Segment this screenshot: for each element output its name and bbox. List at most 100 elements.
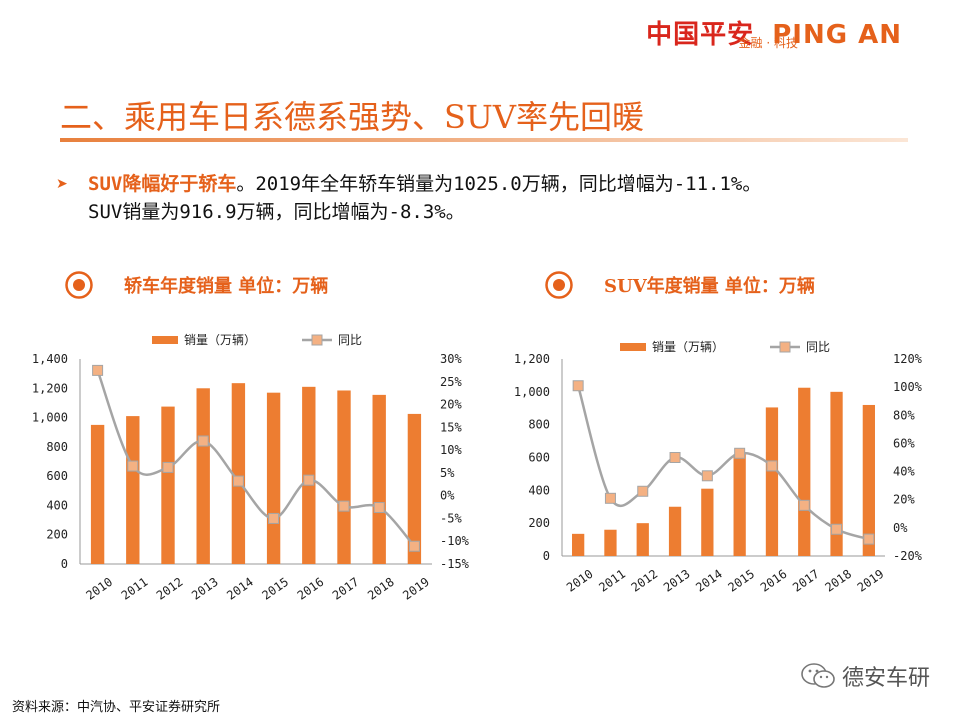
x-tick-label: 2012 [629, 567, 661, 595]
bar-2018 [830, 391, 843, 556]
section-title-suv: SUV年度销量 单位：万辆 [604, 276, 815, 297]
y-tick-label-right: 30% [440, 352, 462, 366]
bar-2013 [668, 506, 682, 556]
y-tick-label-left: 400 [46, 498, 68, 512]
bar-2011 [604, 529, 617, 556]
x-tick-label: 2018 [822, 567, 854, 595]
x-tick-label: 2011 [119, 575, 151, 603]
y-tick-label-left: 0 [543, 549, 550, 563]
summary-highlight: SUV降幅好于轿车 [88, 173, 237, 195]
target-icon [65, 271, 93, 299]
yoy-point-2019 [863, 533, 875, 545]
x-tick-label: 2012 [154, 575, 186, 603]
logo-brand-cn: 中国平安 [646, 20, 755, 50]
bar-2015 [733, 454, 746, 556]
x-tick-label: 2013 [189, 575, 221, 603]
y-tick-label-right: 120% [893, 352, 923, 366]
legend-bar-label: 销量（万辆） [184, 333, 256, 347]
y-tick-label-right: 20% [440, 398, 462, 412]
x-tick-label: 2015 [726, 567, 758, 595]
x-tick-label: 2019 [400, 575, 432, 603]
y-tick-label-left: 400 [528, 483, 550, 497]
x-tick-label: 2010 [564, 567, 596, 595]
bar-2011 [126, 416, 140, 564]
legend-line-label: 同比 [806, 340, 830, 354]
yoy-point-2010 [572, 380, 584, 392]
yoy-point-2013 [669, 452, 681, 463]
legend-line-marker [311, 334, 323, 346]
yoy-point-2013 [197, 435, 209, 447]
y-tick-label-left: 0 [61, 557, 68, 571]
chart-legend: 销量（万辆） 同比 [620, 340, 830, 354]
y-tick-label-left: 600 [46, 469, 68, 483]
yoy-point-2015 [268, 512, 280, 524]
bar-2014 [231, 383, 246, 564]
bar-2014 [701, 488, 714, 556]
y-tick-label-right: 100% [893, 380, 923, 394]
y-tick-label-left: 1,400 [32, 352, 68, 366]
yoy-point-2017 [798, 499, 810, 511]
section-header-sedan: 轿车年度销量 单位：万辆 [64, 270, 328, 300]
y-tick-label-right: 0% [440, 489, 455, 503]
bar-2010 [90, 424, 105, 564]
summary-line2: SUV销量为916.9万辆，同比增幅为-8.3%。 [88, 201, 465, 223]
pingan-logo: 中国平安 PING AN [646, 14, 902, 51]
chart-legend: 销量（万辆） 同比 [152, 333, 362, 347]
y-tick-label-left: 1,200 [514, 352, 550, 366]
legend-bar-swatch [620, 343, 646, 351]
y-tick-label-left: 1,000 [514, 385, 550, 399]
bar-2017 [798, 387, 811, 556]
yoy-point-2019 [408, 540, 420, 552]
y-tick-label-right: 80% [893, 408, 915, 422]
yoy-point-2017 [338, 500, 350, 512]
section-header-suv: SUV年度销量 单位：万辆 [544, 270, 815, 300]
x-tick-label: 2014 [224, 575, 256, 603]
suv-sales-chart: 0 200 400 600 800 1,000 1,200 -20% 0% 20% 40% 60% 80… [514, 340, 923, 595]
y-tick-label-left: 1,200 [32, 381, 68, 395]
x-tick-label: 2011 [596, 567, 628, 595]
bar-2019 [862, 404, 875, 556]
legend-line-marker [779, 341, 791, 353]
yoy-line [576, 385, 870, 541]
legend-bar-swatch [152, 336, 178, 344]
bar-2010 [572, 533, 585, 556]
x-tick-label: 2019 [855, 567, 887, 595]
watermark-text: 德安车研 [841, 666, 930, 691]
summary-bullet: ➤ SUV降幅好于轿车。2019年全年轿车销量为1025.0万辆，同比增幅为-1… [56, 170, 920, 226]
x-tick-label: 2013 [661, 567, 693, 595]
target-icon [545, 271, 573, 299]
sedan-sales-chart: 0 200 400 600 800 1,000 1,200 1,400 -15% -10% -5% 0… [32, 333, 470, 603]
y-tick-label-right: 5% [440, 466, 455, 480]
bar-2018 [372, 394, 386, 564]
x-tick-label: 2018 [365, 575, 397, 603]
yoy-point-2012 [162, 461, 174, 473]
y-tick-label-right: -5% [440, 511, 462, 525]
x-tick-label: 2016 [295, 575, 327, 603]
bar-2012 [161, 406, 175, 564]
yoy-point-2014 [701, 470, 713, 482]
y-tick-label-left: 600 [528, 451, 550, 465]
x-tick-label: 2014 [693, 567, 725, 595]
yoy-point-2012 [637, 485, 649, 497]
yoy-point-2011 [127, 460, 139, 472]
y-tick-label-right: -15% [440, 557, 470, 571]
legend-bar-label: 销量（万辆） [652, 340, 724, 354]
y-tick-label-left: 800 [46, 440, 68, 454]
section-title-sedan: 轿车年度销量 单位：万辆 [124, 276, 329, 297]
y-tick-label-right: 0% [893, 521, 908, 535]
logo-brand-en: PING AN [772, 20, 902, 50]
y-tick-label-right: -10% [440, 534, 470, 548]
yoy-point-2018 [831, 523, 843, 535]
bar-2015 [266, 392, 281, 564]
x-tick-label: 2010 [83, 575, 115, 603]
wechat-icon [801, 663, 835, 688]
logo-tagline: 金融 · 科技 [738, 36, 798, 50]
bar-2013 [196, 388, 210, 564]
source-note: 资料来源：中汽协、平安证券研究所 [12, 700, 221, 715]
y-tick-label-right: 60% [893, 436, 915, 450]
x-tick-label: 2016 [758, 567, 790, 595]
yoy-point-2015 [734, 447, 746, 459]
bar-2012 [636, 523, 649, 556]
x-tick-label: 2017 [790, 567, 822, 595]
yoy-point-2010 [92, 364, 104, 376]
